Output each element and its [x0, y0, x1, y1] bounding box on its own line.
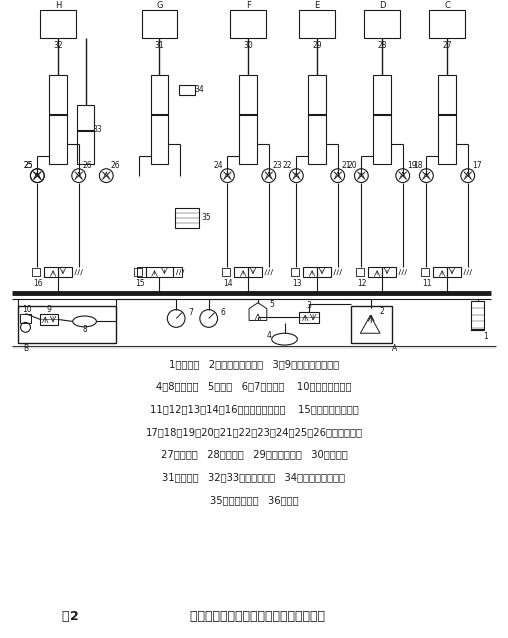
Text: 17、18、19、20、21、22、23、24、25、26．单向节流阀: 17、18、19、20、21、22、23、24、25、26．单向节流阀 [145, 427, 363, 437]
Bar [382, 267, 396, 277]
Bar [357, 268, 364, 276]
Text: A: A [392, 345, 397, 353]
Bar [20, 313, 31, 323]
Text: G: G [156, 1, 163, 10]
Bar [234, 267, 248, 277]
Text: 21: 21 [342, 161, 352, 170]
Bar [40, 313, 58, 325]
Text: 25: 25 [24, 161, 33, 170]
Text: 17: 17 [472, 161, 482, 170]
Bar [292, 268, 299, 276]
Text: 16: 16 [34, 279, 43, 288]
Bar [364, 10, 400, 38]
Text: 32: 32 [53, 41, 63, 50]
Bar [471, 300, 485, 330]
Bar [58, 267, 72, 277]
Bar [49, 75, 67, 164]
Text: 34: 34 [194, 85, 204, 94]
Bar [303, 267, 317, 277]
Bar [137, 267, 146, 277]
Bar [239, 75, 257, 164]
Text: 4: 4 [266, 330, 271, 339]
Text: 1．消声器   2．张袋口真空吸盘   3、9．二位五通电磁阀: 1．消声器 2．张袋口真空吸盘 3、9．二位五通电磁阀 [169, 359, 339, 369]
Text: E: E [314, 1, 320, 10]
Bar [179, 85, 195, 95]
Bar [146, 267, 173, 277]
Bar [422, 268, 429, 276]
Text: 33: 33 [92, 125, 102, 134]
Text: 35．气液转换器   36．梭阀: 35．气液转换器 36．梭阀 [210, 494, 298, 505]
Bar [433, 267, 447, 277]
Bar [299, 10, 335, 38]
Text: 27．张袋缸   28．套袋缸   29．压袋定位缸   30．取袋缸: 27．张袋缸 28．套袋缸 29．压袋定位缸 30．取袋缸 [161, 449, 347, 459]
Text: 28: 28 [377, 41, 387, 50]
Text: 20: 20 [347, 161, 357, 170]
Text: B: B [23, 345, 28, 353]
Text: F: F [246, 1, 250, 10]
Bar [150, 75, 168, 164]
Bar [77, 105, 94, 164]
Bar [447, 267, 461, 277]
Bar [351, 306, 392, 343]
Text: 5: 5 [270, 300, 275, 309]
Bar [308, 75, 326, 164]
Bar [40, 10, 76, 38]
Text: 1: 1 [484, 332, 488, 341]
Bar [373, 75, 391, 164]
Text: 26: 26 [110, 161, 120, 170]
Bar [134, 268, 142, 276]
Text: 12: 12 [358, 279, 367, 288]
Text: 23: 23 [273, 161, 282, 170]
Text: 15: 15 [135, 279, 145, 288]
Text: 30: 30 [243, 41, 253, 50]
Text: 2: 2 [71, 611, 79, 623]
Bar [230, 10, 266, 38]
Bar [175, 208, 199, 228]
Text: 27: 27 [442, 41, 452, 50]
Text: 11: 11 [423, 279, 432, 288]
Text: 22: 22 [283, 161, 292, 170]
Text: 10: 10 [23, 305, 33, 314]
Text: 26: 26 [83, 161, 92, 170]
Text: 8: 8 [82, 325, 87, 334]
Bar [142, 10, 177, 38]
Text: C: C [444, 1, 450, 10]
Text: 14: 14 [224, 279, 233, 288]
Bar [18, 306, 116, 343]
Bar [368, 267, 382, 277]
Text: 13: 13 [293, 279, 302, 288]
Bar [429, 10, 465, 38]
Text: 7: 7 [188, 308, 193, 317]
Bar [299, 311, 319, 323]
Text: 31: 31 [154, 41, 164, 50]
Text: 2: 2 [379, 307, 385, 316]
Text: 9: 9 [47, 305, 52, 314]
Bar [44, 267, 58, 277]
Text: 18: 18 [413, 161, 422, 170]
Bar [317, 267, 331, 277]
Text: 11、12、13、14、16．二位五通电磁阀    15．三位五通电磁阀: 11、12、13、14、16．二位五通电磁阀 15．三位五通电磁阀 [150, 404, 358, 414]
Text: H: H [55, 1, 61, 10]
Text: 图: 图 [61, 611, 69, 623]
Bar [173, 267, 182, 277]
Bar [248, 267, 262, 277]
Text: 24: 24 [214, 161, 224, 170]
Text: 粒料包装机自动输袋装置气动系统原理图: 粒料包装机自动输袋装置气动系统原理图 [182, 611, 326, 623]
Text: 29: 29 [312, 41, 322, 50]
Text: 35: 35 [202, 214, 211, 223]
Bar [223, 268, 230, 276]
Text: 19: 19 [407, 161, 417, 170]
Bar [33, 268, 40, 276]
Text: 31．升降缸   32、33．袋筱切换缸   34．二位二通换向阀: 31．升降缸 32、33．袋筱切换缸 34．二位二通换向阀 [163, 472, 345, 482]
Text: 3: 3 [307, 301, 311, 310]
Text: D: D [379, 1, 385, 10]
Bar [438, 75, 456, 164]
Text: 4、8．真空泵   5．气源   6、7．压力表    10．取袋真空吸盘: 4、8．真空泵 5．气源 6、7．压力表 10．取袋真空吸盘 [156, 382, 352, 392]
Text: 6: 6 [220, 308, 226, 317]
Text: 25: 25 [24, 161, 33, 170]
